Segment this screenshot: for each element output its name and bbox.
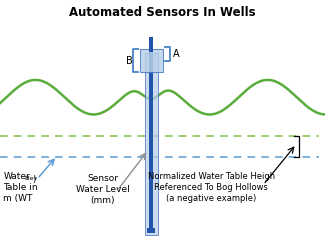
Text: Normalized Water Table Heigh
Referenced To Bog Hollows
(a negative example): Normalized Water Table Heigh Referenced … (148, 172, 275, 203)
Text: Sensor
Water Level
(mm): Sensor Water Level (mm) (75, 174, 129, 205)
Text: Water
Table in
m (WT: Water Table in m (WT (3, 172, 38, 203)
Text: ): ) (32, 175, 36, 184)
Bar (149, 37, 153, 52)
Text: B: B (126, 56, 133, 66)
Bar (140, 49, 163, 72)
Text: Elev: Elev (24, 176, 38, 181)
Text: A: A (173, 49, 179, 59)
Text: Automated Sensors In Wells: Automated Sensors In Wells (69, 6, 256, 19)
Bar (149, 40, 153, 233)
Bar (145, 53, 158, 235)
Bar (147, 228, 155, 233)
